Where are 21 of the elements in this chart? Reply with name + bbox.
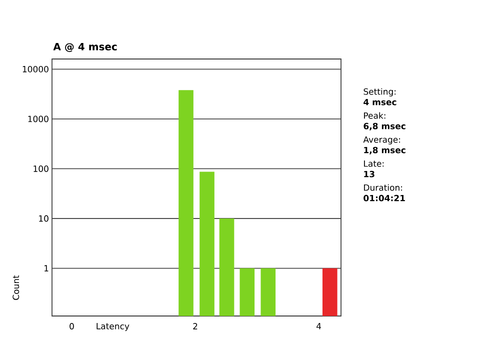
text: 6,8 msec — [364, 122, 406, 130]
text: Average: — [363, 136, 400, 144]
y-tick-label: 1000 — [28, 116, 48, 122]
x-tick-label: 4 — [316, 323, 322, 330]
y-tick-label: 10000 — [22, 66, 48, 72]
chart-title: A @ 4 msec — [53, 42, 117, 52]
text: Peak: — [364, 112, 386, 119]
text: 1,8 msec — [364, 146, 406, 154]
x-tick-label: 0 — [70, 323, 74, 330]
y-axis-title: Count — [12, 275, 20, 300]
text: Duration: — [364, 184, 402, 191]
x-tick-label: 2 — [193, 323, 198, 330]
y-tick-label: 10 — [39, 215, 48, 222]
y-tick-label: 100 — [34, 166, 48, 172]
text: 4 msec — [364, 98, 396, 106]
text: 01:04:21 — [364, 194, 405, 202]
text: Setting: — [364, 88, 396, 96]
text: 13 — [364, 170, 374, 178]
y-tick-label: 1 — [44, 265, 48, 272]
text: Late: — [364, 160, 384, 167]
x-axis-title: Latency — [96, 323, 130, 331]
